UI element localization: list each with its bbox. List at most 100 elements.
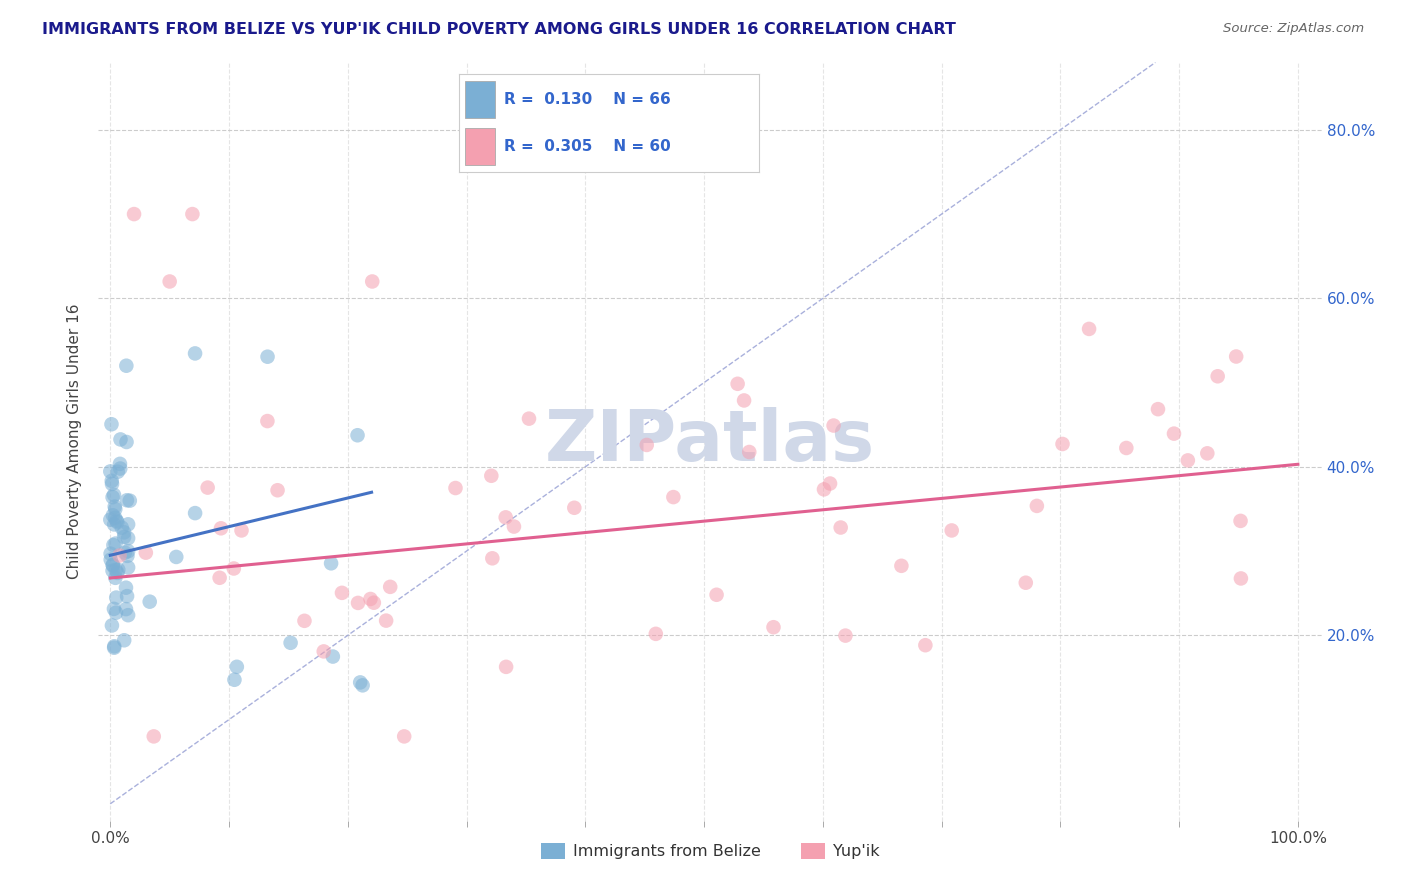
Point bbox=[830, 520, 852, 534]
Point bbox=[1015, 575, 1038, 590]
Point bbox=[103, 538, 125, 552]
Point bbox=[1206, 369, 1229, 384]
Point bbox=[312, 644, 335, 658]
Point bbox=[347, 596, 370, 610]
Point bbox=[363, 596, 385, 610]
Point bbox=[361, 275, 384, 289]
Text: Source: ZipAtlas.com: Source: ZipAtlas.com bbox=[1223, 22, 1364, 36]
Point bbox=[1230, 571, 1253, 585]
Point bbox=[636, 438, 658, 452]
Point bbox=[110, 433, 132, 447]
Point bbox=[115, 581, 138, 595]
Point bbox=[159, 275, 181, 289]
Point bbox=[1197, 446, 1219, 460]
Point bbox=[117, 608, 139, 623]
Point bbox=[280, 636, 302, 650]
Point bbox=[481, 551, 503, 566]
Point bbox=[349, 675, 371, 690]
Point bbox=[256, 350, 278, 364]
Point bbox=[103, 488, 125, 502]
Point bbox=[117, 517, 139, 532]
Point bbox=[142, 730, 165, 744]
Point bbox=[108, 549, 131, 563]
Point bbox=[762, 620, 785, 634]
Point bbox=[101, 558, 124, 572]
Point bbox=[256, 414, 278, 428]
Point bbox=[103, 602, 125, 616]
Point bbox=[107, 465, 129, 479]
Point bbox=[503, 519, 526, 533]
Point bbox=[352, 678, 374, 692]
Point bbox=[330, 586, 353, 600]
Point bbox=[117, 544, 139, 558]
Point bbox=[112, 633, 135, 648]
Point bbox=[103, 640, 125, 655]
Point bbox=[104, 571, 127, 585]
Point bbox=[360, 592, 382, 607]
Point bbox=[224, 673, 246, 687]
Point bbox=[1078, 322, 1101, 336]
Text: IMMIGRANTS FROM BELIZE VS YUP'IK CHILD POVERTY AMONG GIRLS UNDER 16 CORRELATION : IMMIGRANTS FROM BELIZE VS YUP'IK CHILD P… bbox=[42, 22, 956, 37]
Point bbox=[181, 207, 204, 221]
Point bbox=[104, 511, 127, 525]
Point bbox=[115, 589, 138, 603]
Point bbox=[115, 602, 138, 616]
Point bbox=[208, 571, 231, 585]
Point bbox=[914, 638, 936, 652]
Point bbox=[890, 558, 912, 573]
Point bbox=[115, 493, 138, 508]
Point bbox=[225, 660, 247, 674]
Point bbox=[117, 549, 139, 563]
Point bbox=[495, 660, 517, 674]
Point bbox=[706, 588, 728, 602]
Point bbox=[834, 629, 856, 643]
Point bbox=[517, 411, 540, 425]
Point bbox=[392, 730, 415, 744]
Point bbox=[444, 481, 467, 495]
Point bbox=[818, 476, 841, 491]
Point bbox=[1163, 426, 1185, 441]
Point bbox=[662, 490, 685, 504]
Point bbox=[108, 457, 131, 471]
Point bbox=[209, 521, 232, 535]
Point bbox=[479, 468, 502, 483]
Point bbox=[101, 490, 124, 504]
Point bbox=[222, 561, 245, 575]
Point bbox=[112, 525, 135, 540]
Point bbox=[104, 502, 127, 516]
Point bbox=[319, 557, 342, 571]
Point bbox=[101, 477, 124, 491]
Point bbox=[100, 547, 122, 561]
Point bbox=[1177, 453, 1199, 467]
Point bbox=[100, 552, 122, 566]
Point bbox=[184, 506, 207, 520]
Point bbox=[941, 524, 963, 538]
Point bbox=[104, 563, 127, 577]
Point bbox=[100, 417, 122, 432]
Point bbox=[98, 513, 121, 527]
Point bbox=[495, 510, 517, 524]
Point bbox=[135, 546, 157, 560]
Point bbox=[114, 546, 136, 560]
Point bbox=[101, 508, 124, 523]
Point bbox=[727, 376, 749, 391]
Point bbox=[644, 627, 666, 641]
Point bbox=[117, 531, 139, 545]
Point bbox=[103, 640, 125, 654]
Point bbox=[107, 566, 129, 580]
Point bbox=[375, 614, 398, 628]
Point bbox=[266, 483, 288, 498]
Point bbox=[117, 560, 139, 574]
Point bbox=[115, 359, 138, 373]
Point bbox=[101, 558, 124, 573]
Point bbox=[122, 207, 145, 221]
Point bbox=[322, 649, 344, 664]
Point bbox=[104, 500, 127, 514]
Point bbox=[294, 614, 316, 628]
Point bbox=[165, 549, 187, 564]
Point bbox=[197, 481, 219, 495]
Point bbox=[380, 580, 402, 594]
Point bbox=[1115, 441, 1137, 455]
Point bbox=[138, 595, 160, 609]
Point bbox=[104, 536, 127, 550]
